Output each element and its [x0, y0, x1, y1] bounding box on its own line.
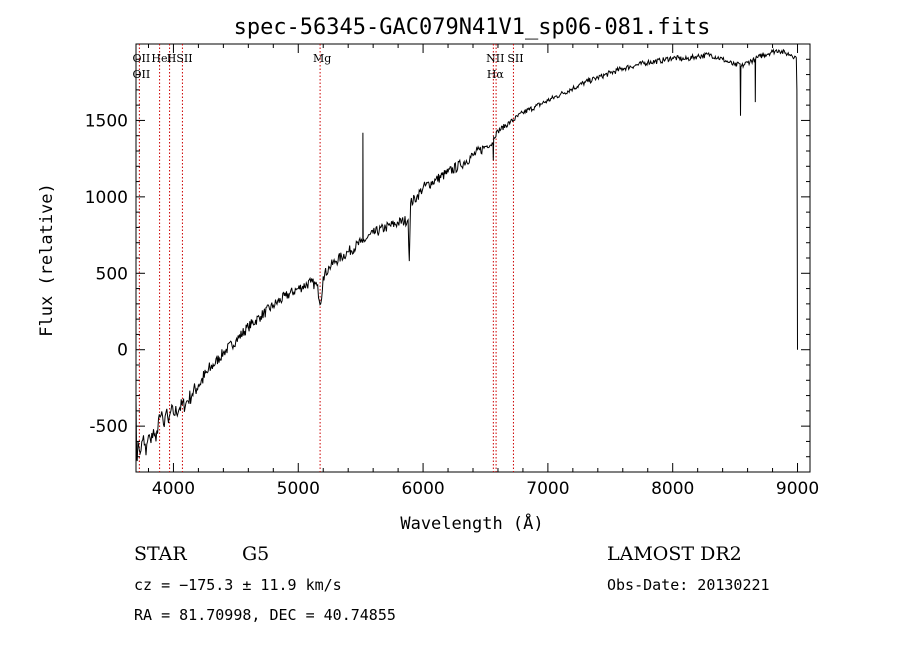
y-tick-label: 0	[117, 341, 128, 361]
x-tick-label: 5000	[277, 479, 320, 499]
ra-dec: RA = 81.70998, DEC = 40.74855	[134, 606, 396, 624]
emission-line-label: HeI	[151, 52, 171, 65]
x-axis-label: Wavelength (Å)	[400, 512, 543, 534]
emission-line-label: NII	[486, 52, 504, 65]
spectrum-line	[135, 47, 798, 462]
obs-date: Obs-Date: 20130221	[607, 576, 770, 594]
plot-frame	[135, 43, 811, 473]
emission-line-label: SII	[176, 52, 192, 65]
spectral-subclass: G5	[242, 543, 269, 565]
x-tick-label: 7000	[526, 479, 569, 499]
y-tick-label: -500	[89, 417, 128, 437]
y-tick-label: 1000	[85, 188, 128, 208]
redshift-cz: cz = −175.3 ± 11.9 km/s	[134, 576, 342, 594]
survey-name: LAMOST DR2	[607, 543, 742, 565]
x-tick-label: 9000	[776, 479, 819, 499]
emission-line-label: H	[167, 52, 177, 65]
y-tick-label: 500	[96, 264, 128, 284]
emission-line-label: Mg	[313, 52, 331, 65]
y-axis-label: Flux (relative)	[37, 183, 57, 337]
plot-area: 4000 5000 6000 7000 8000 9000 -500 0 500 1000 1500…	[85, 43, 819, 499]
x-tick-label: 6000	[401, 479, 444, 499]
spectral-class: STAR	[134, 543, 187, 565]
x-tick-label: 8000	[651, 479, 694, 499]
emission-line-label: Hα	[487, 68, 505, 81]
y-tick-label: 1500	[85, 111, 128, 131]
chart-title: spec-56345-GAC079N41V1_sp06-081.fits	[234, 15, 711, 40]
x-tick-label: 4000	[152, 479, 195, 499]
emission-line-label: SII	[507, 52, 523, 65]
emission-line-label: OII	[133, 68, 151, 81]
emission-line-label: OII	[133, 52, 151, 65]
